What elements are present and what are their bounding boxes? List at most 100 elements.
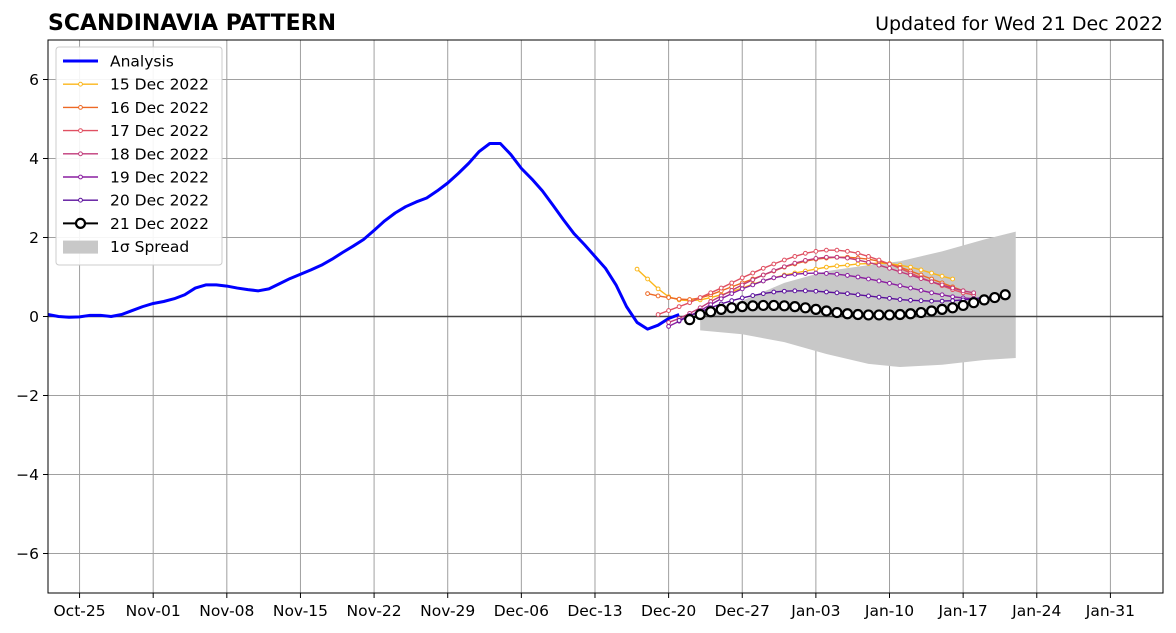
- forecast-point: [718, 285, 724, 291]
- legend-marker: [78, 197, 83, 203]
- forecast-point: [792, 260, 798, 266]
- x-tick-label: Jan-10: [864, 602, 914, 620]
- forecast-point: [876, 294, 882, 300]
- forecast-point: [855, 274, 861, 280]
- forecast-point: [855, 250, 861, 256]
- legend-marker: [78, 105, 83, 110]
- forecast-point: [855, 292, 861, 298]
- forecast-point: [908, 272, 913, 278]
- legend-box: [55, 46, 223, 266]
- forecast-point: [813, 270, 819, 276]
- forecast-point: [999, 289, 1011, 301]
- forecast-point: [760, 265, 766, 271]
- forecast-point: [729, 280, 735, 286]
- forecast-point: [897, 283, 903, 289]
- forecast-point: [823, 271, 829, 276]
- legend: Analysis 15 Dec 2022 16 Dec 2022 17 Dec 202…: [55, 46, 223, 266]
- forecast-point: [802, 271, 808, 276]
- forecast-point: [929, 298, 934, 304]
- legend-label: 18 Dec 2022: [110, 145, 209, 163]
- forecast-point: [768, 299, 780, 312]
- analysis-series: [47, 141, 680, 331]
- forecast-point: [760, 278, 766, 284]
- forecast-series-4: [666, 270, 987, 329]
- forecast-point: [655, 286, 661, 292]
- legend-entry: 1σ Spread: [63, 238, 189, 256]
- y-tick-label: −4: [16, 466, 39, 484]
- x-tick-label: Dec-20: [641, 602, 696, 620]
- x-tick-label: Jan-31: [1085, 602, 1135, 620]
- legend-entry: 18 Dec 2022: [63, 145, 209, 163]
- forecast-point: [866, 293, 871, 299]
- forecast-point: [918, 288, 924, 293]
- spread-band: [700, 231, 1016, 368]
- forecast-point: [957, 299, 969, 312]
- analysis-line: [47, 141, 680, 331]
- legend-entry: 16 Dec 2022: [63, 99, 209, 117]
- y-tick-label: −6: [16, 545, 39, 563]
- forecast-point: [845, 255, 850, 261]
- forecast-point: [708, 290, 714, 296]
- forecast-point: [845, 291, 850, 296]
- forecast-point: [705, 306, 717, 318]
- forecast-series-3: [666, 254, 977, 325]
- forecast-point: [736, 301, 748, 313]
- forecast-point: [676, 318, 682, 323]
- forecast-point: [960, 288, 966, 294]
- x-tick-label: Nov-22: [347, 602, 402, 620]
- forecast-point: [792, 254, 798, 259]
- forecast-point: [750, 277, 756, 283]
- forecast-point: [918, 276, 924, 281]
- forecast-series-6: [684, 289, 1011, 326]
- forecast-point: [978, 294, 990, 306]
- legend-label: 19 Dec 2022: [110, 169, 209, 187]
- forecast-point: [925, 305, 938, 317]
- forecast-point: [887, 261, 892, 267]
- forecast-point: [866, 276, 871, 282]
- y-tick-label: 2: [29, 229, 39, 247]
- forecast-point: [939, 292, 945, 298]
- legend-label: 16 Dec 2022: [110, 99, 209, 117]
- forecast-point: [947, 302, 959, 314]
- x-tick-label: Dec-06: [494, 602, 549, 620]
- forecast-point: [834, 254, 840, 260]
- forecast-point: [845, 273, 850, 278]
- forecast-point: [750, 293, 756, 298]
- forecast-point: [989, 291, 1001, 304]
- forecast-point: [771, 275, 777, 281]
- forecast-point: [781, 288, 787, 294]
- forecast-point: [823, 254, 829, 260]
- legend-label: Analysis: [110, 53, 174, 71]
- legend-marker: [78, 174, 83, 180]
- forecast-point: [739, 286, 745, 292]
- x-tick-label: Nov-29: [420, 602, 475, 620]
- forecast-point: [813, 266, 819, 272]
- forecast-point: [655, 312, 661, 317]
- forecast-point: [760, 291, 766, 296]
- forecast-point: [750, 282, 756, 288]
- forecast-point: [866, 254, 871, 259]
- forecast-point: [792, 271, 798, 277]
- x-tick-label: Nov-01: [126, 602, 181, 620]
- legend-entry: 20 Dec 2022: [63, 192, 209, 210]
- forecast-point: [852, 308, 864, 321]
- y-tick-label: 6: [29, 71, 39, 89]
- forecast-point: [876, 257, 882, 263]
- forecast-point: [697, 295, 703, 300]
- spread-area: [700, 231, 1016, 368]
- legend-entry: 19 Dec 2022: [63, 169, 209, 187]
- forecast-point: [771, 261, 777, 267]
- forecast-point: [904, 308, 917, 320]
- legend-marker: [74, 217, 87, 229]
- forecast-point: [950, 285, 956, 291]
- forecast-point: [781, 273, 787, 279]
- forecast-point: [820, 305, 832, 317]
- forecast-point: [802, 288, 808, 294]
- forecast-point: [823, 289, 829, 295]
- forecast-point: [887, 295, 892, 301]
- forecast-point: [971, 290, 977, 296]
- x-tick-label: Dec-13: [567, 602, 622, 620]
- forecast-point: [823, 264, 829, 270]
- forecast-point: [897, 297, 903, 302]
